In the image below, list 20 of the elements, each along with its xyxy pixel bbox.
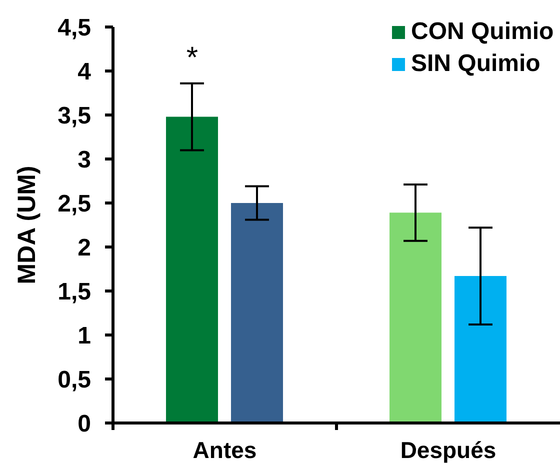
y-tick-label: 2,5 (58, 190, 91, 218)
bar (454, 276, 506, 423)
y-tick-label: 4,5 (58, 14, 91, 42)
bar (166, 116, 218, 423)
y-axis-title: MDA (UM) (13, 166, 41, 284)
y-tick-label: 2 (78, 234, 91, 262)
y-tick-label: 0,5 (58, 366, 91, 394)
y-tick-label: 3 (78, 146, 91, 174)
legend-label: SIN Quimio (411, 50, 540, 78)
y-tick-label: 1 (78, 322, 91, 350)
annotation: * (186, 41, 198, 74)
bar (390, 212, 442, 423)
y-tick-label: 3,5 (58, 102, 91, 130)
x-tick-label: Después (400, 437, 496, 463)
legend-label: CON Quimio (411, 18, 554, 46)
y-tick-label: 1,5 (58, 278, 91, 306)
bar (231, 203, 283, 423)
y-tick-label: 4 (78, 58, 92, 86)
x-tick-label: Antes (192, 437, 257, 463)
y-tick-label: 0 (78, 410, 91, 438)
